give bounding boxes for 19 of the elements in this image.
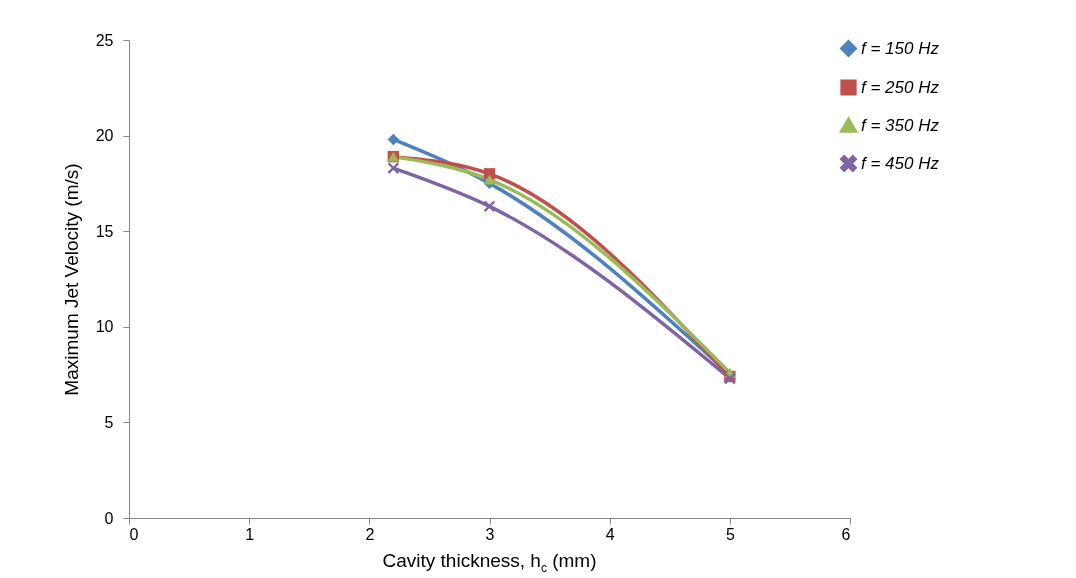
y-tick-label: 5 [104,413,114,431]
y-axis-title: Maximum Jet Velocity (m/s) [60,163,82,396]
y-tick-label: 10 [95,318,114,336]
legend-label: f = 450 Hz [861,153,940,173]
y-tick-label: 0 [104,509,114,527]
legend-label: f = 150 Hz [861,38,940,58]
x-tick-label: 3 [485,525,495,543]
x-tick-label: 5 [725,525,735,543]
y-tick-label: 15 [95,222,114,240]
x-tick-label: 4 [605,525,615,543]
legend-label: f = 250 Hz [861,77,940,97]
x-tick-label: 0 [129,525,139,543]
x-tick-label: 6 [841,525,851,543]
legend-label: f = 350 Hz [861,115,940,135]
x-tick-label: 1 [245,525,255,543]
y-tick-label: 20 [95,127,114,145]
x-axis-title: Cavity thickness, h$_{c}$ (mm) [381,550,598,575]
y-tick-label: 25 [95,31,114,49]
x-tick-label: 2 [365,525,375,543]
